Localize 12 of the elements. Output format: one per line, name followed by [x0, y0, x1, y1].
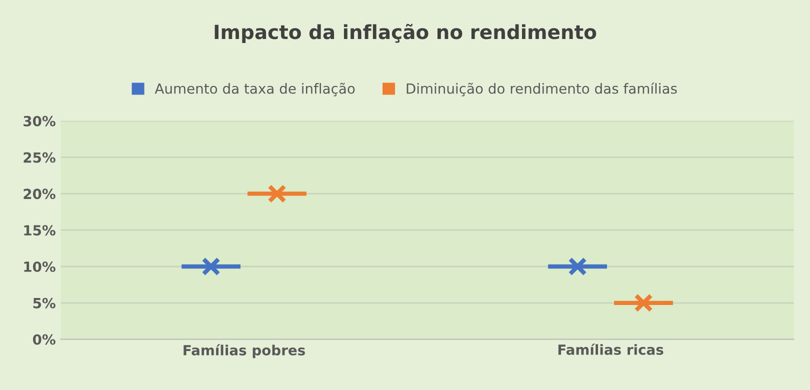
x-tick-label: Famílias pobres — [184, 344, 305, 358]
y-tick-label: 20% — [24, 188, 56, 200]
legend-label: Aumento da taxa de inflação — [154, 82, 355, 96]
y-tick-label: 15% — [24, 225, 56, 236]
y-tick-label: 0% — [32, 334, 56, 345]
y-tick-label: 25% — [24, 152, 56, 163]
chart-title: Impacto da inflação no rendimento — [214, 24, 596, 44]
y-tick-label: 30% — [24, 116, 56, 126]
legend-label: Diminuição do rendimento das famílias — [406, 82, 677, 96]
y-tick-label: 5% — [33, 298, 56, 308]
x-tick-label: Famílias ricas — [558, 344, 664, 355]
y-tick-label: 10% — [24, 261, 56, 272]
